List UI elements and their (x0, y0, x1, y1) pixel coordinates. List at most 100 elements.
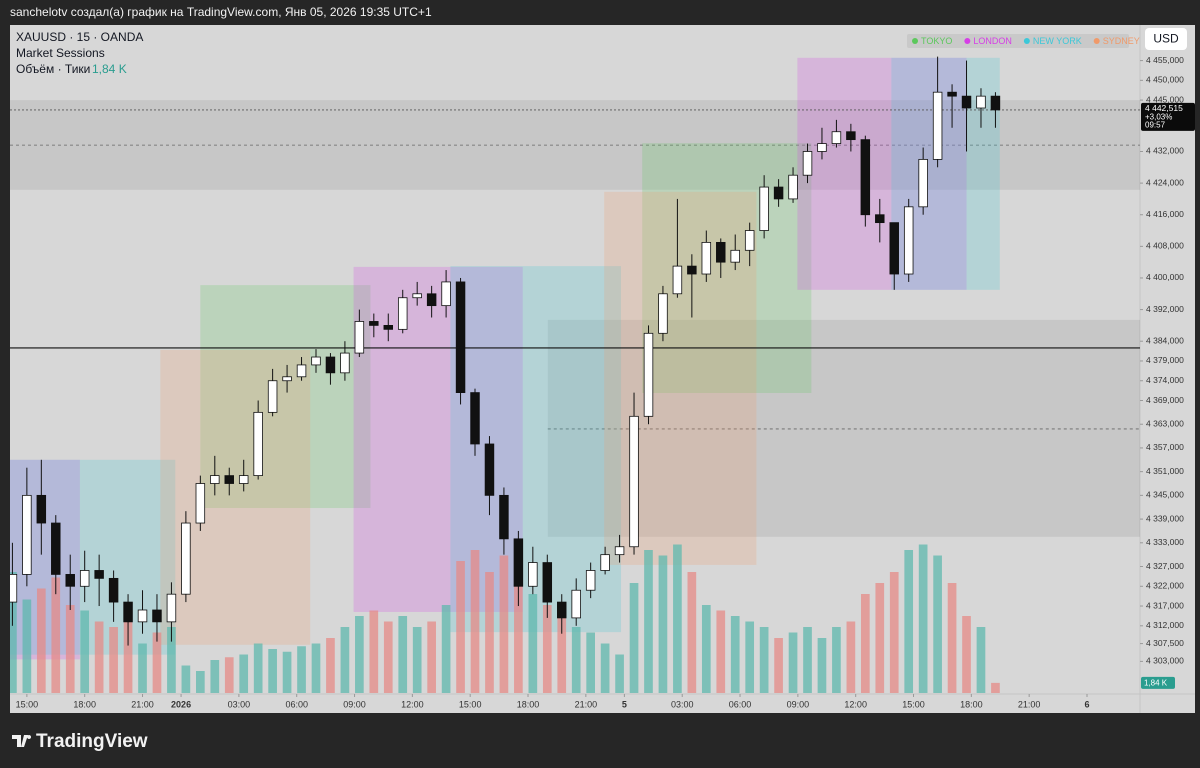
candle-body (195, 483, 206, 524)
session-box (160, 349, 311, 645)
volume-bar (109, 627, 118, 693)
volume-bar (196, 671, 205, 693)
volume-bar (80, 610, 90, 693)
candle-body (354, 321, 365, 354)
candle-body (759, 186, 769, 231)
candle-body (426, 293, 437, 307)
candle-body (875, 214, 885, 224)
volume-bar (947, 583, 957, 693)
candle-body (947, 91, 957, 97)
x-tick-label: 18:00 (73, 699, 96, 709)
candle-body (542, 562, 553, 603)
x-tick-label: 06:00 (285, 699, 308, 709)
volume-bar (730, 616, 740, 693)
candle-body (10, 574, 18, 603)
volume-bar (586, 632, 595, 693)
y-tick-label: 4 312,000 (1146, 620, 1184, 630)
y-tick-label: 4 317,000 (1146, 600, 1184, 610)
x-tick-label: 6 (1084, 699, 1089, 709)
candle-body (600, 554, 610, 571)
volume-bar (629, 583, 639, 693)
volume-bar (673, 544, 682, 693)
y-tick-label: 4 339,000 (1146, 513, 1184, 523)
volume-bar (571, 627, 581, 693)
last-price-change: +3,03% (1145, 113, 1172, 122)
session-legend: TOKYO LONDON NEW YORK SYDNEY (907, 34, 1140, 48)
volume-bar (10, 572, 17, 693)
volume-bar (94, 621, 104, 693)
x-tick-label: 15:00 (459, 699, 482, 709)
volume-bar (904, 550, 914, 693)
candle-body (181, 522, 191, 595)
x-tick-label: 09:00 (343, 699, 366, 709)
volume-bar (282, 651, 292, 693)
candle-body (484, 443, 495, 496)
volume-bar (514, 583, 523, 693)
x-tick-label: 18:00 (960, 699, 983, 709)
y-tick-label: 4 345,000 (1146, 490, 1184, 500)
indicator-name: Market Sessions (16, 46, 105, 60)
session-box (604, 191, 757, 565)
candle-body (932, 91, 943, 160)
volume-bar (600, 643, 610, 693)
candle-body (658, 293, 668, 334)
candle-body (79, 570, 90, 587)
header: sanchelotv создал(а) график на TradingVi… (10, 5, 432, 19)
legend-dot (1093, 38, 1100, 44)
candle-body (773, 186, 784, 200)
candle-body (325, 356, 336, 374)
candles (10, 56, 1001, 646)
volume-bar (485, 572, 494, 693)
candle-body (643, 332, 654, 417)
candle-body (557, 601, 567, 619)
candle-body (802, 151, 813, 176)
y-tick-label: 4 351,000 (1146, 466, 1184, 476)
volume-bar (253, 643, 263, 693)
candle-body (137, 609, 148, 623)
candle-body (961, 95, 972, 109)
chart-title: XAUUSD · 15 · OANDA (16, 30, 143, 44)
volume-bar (889, 572, 899, 693)
candle-body (311, 356, 321, 366)
volume-bar (311, 643, 321, 693)
y-tick-label: 4 424,000 (1146, 177, 1184, 187)
legend-dot (912, 38, 918, 44)
volume-bar (499, 555, 509, 693)
volume-bar (340, 627, 350, 693)
x-tick-label: 21:00 (575, 699, 598, 709)
candle-body (383, 325, 394, 330)
candle-body (513, 538, 524, 587)
currency-button[interactable] (1145, 28, 1187, 50)
candle-body (51, 522, 61, 575)
volume-bar (542, 605, 552, 693)
y-tick-label: 4 392,000 (1146, 304, 1184, 314)
x-tick-label: 03:00 (228, 699, 251, 709)
volume-pane (10, 544, 1000, 693)
x-tick-label: 21:00 (1018, 699, 1041, 709)
y-tick-label: 4 322,000 (1146, 581, 1184, 591)
y-tick-label: 4 408,000 (1146, 241, 1184, 251)
volume-bar (557, 610, 567, 693)
volume-bar (369, 610, 379, 693)
session-box (10, 459, 176, 655)
legend-dot (1023, 38, 1030, 44)
y-tick-label: 4 432,000 (1146, 146, 1184, 156)
candle-body (585, 570, 596, 591)
volume-bar (65, 605, 75, 693)
volume-bar (832, 627, 841, 693)
session-box (642, 143, 812, 393)
candle-body (340, 352, 350, 374)
candle-body (267, 380, 278, 413)
currency-label[interactable]: USD (1153, 32, 1179, 46)
y-tick-label: 4 455,000 (1146, 55, 1184, 65)
x-tick-label: 09:00 (787, 699, 810, 709)
volume-bar (976, 627, 986, 693)
volume-bar (326, 638, 335, 693)
candle-body (687, 265, 697, 275)
candle-body (108, 577, 119, 603)
candle-body (672, 265, 683, 295)
y-tick-label: 4 400,000 (1146, 272, 1184, 282)
legend-label: NEW YORK (1033, 36, 1082, 46)
